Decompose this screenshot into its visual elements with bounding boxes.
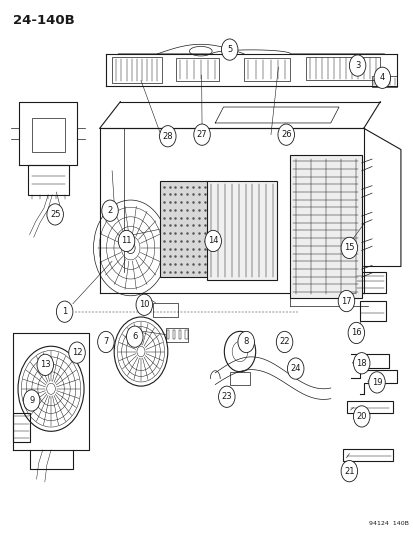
Bar	[347, 401, 392, 413]
Bar	[355, 272, 386, 293]
Circle shape	[349, 55, 365, 76]
Circle shape	[232, 342, 247, 362]
Bar	[166, 330, 169, 340]
Bar	[289, 155, 361, 298]
Circle shape	[126, 242, 135, 254]
Text: 4: 4	[379, 73, 384, 82]
Bar	[359, 301, 386, 321]
Circle shape	[218, 386, 235, 407]
Circle shape	[23, 390, 40, 411]
Text: 23: 23	[221, 392, 232, 401]
Circle shape	[114, 317, 167, 386]
Bar	[172, 330, 175, 340]
Bar	[176, 58, 219, 82]
Text: 12: 12	[71, 348, 82, 357]
Text: 7: 7	[103, 337, 108, 346]
Circle shape	[340, 461, 357, 482]
Text: 2: 2	[107, 206, 112, 215]
Circle shape	[37, 354, 53, 375]
Bar	[371, 76, 396, 87]
Circle shape	[47, 204, 63, 225]
Circle shape	[368, 372, 385, 393]
Circle shape	[277, 124, 294, 146]
Bar	[185, 330, 187, 340]
Text: 3: 3	[354, 61, 359, 70]
Text: 24: 24	[290, 364, 300, 373]
Text: 24-140B: 24-140B	[13, 14, 75, 27]
Circle shape	[224, 332, 255, 372]
Circle shape	[204, 230, 221, 252]
Text: 11: 11	[121, 237, 131, 246]
Circle shape	[136, 294, 152, 316]
Circle shape	[353, 406, 369, 427]
Bar	[112, 56, 161, 83]
Text: 15: 15	[343, 244, 354, 253]
Bar	[244, 58, 289, 82]
Circle shape	[69, 342, 85, 364]
Circle shape	[118, 230, 135, 252]
Bar	[206, 181, 276, 280]
Bar	[305, 56, 380, 80]
Text: 19: 19	[371, 378, 381, 387]
Bar	[165, 328, 188, 342]
Circle shape	[97, 332, 114, 353]
Circle shape	[159, 126, 176, 147]
Bar	[13, 413, 30, 442]
Bar	[178, 330, 181, 340]
Text: 10: 10	[139, 300, 149, 309]
Circle shape	[221, 39, 237, 60]
Text: 9: 9	[29, 396, 34, 405]
Circle shape	[337, 290, 354, 312]
Text: 22: 22	[279, 337, 289, 346]
Text: 20: 20	[356, 412, 366, 421]
Text: 6: 6	[132, 332, 137, 341]
Text: 28: 28	[162, 132, 173, 141]
Bar	[342, 449, 392, 461]
Text: 5: 5	[226, 45, 232, 54]
Text: 26: 26	[280, 130, 291, 139]
Text: 25: 25	[50, 210, 60, 219]
Circle shape	[275, 332, 292, 353]
Circle shape	[137, 346, 145, 357]
Circle shape	[193, 124, 210, 146]
Circle shape	[287, 358, 303, 379]
Text: 16: 16	[350, 328, 361, 337]
Text: 21: 21	[343, 467, 354, 475]
Bar	[31, 118, 64, 152]
Text: 27: 27	[196, 130, 207, 139]
Bar	[229, 372, 250, 385]
Circle shape	[347, 322, 364, 344]
Circle shape	[47, 383, 55, 394]
Circle shape	[18, 346, 84, 431]
Text: 1: 1	[62, 307, 67, 316]
Text: 14: 14	[207, 237, 218, 246]
Text: 17: 17	[340, 296, 351, 305]
Circle shape	[373, 67, 390, 88]
Circle shape	[340, 237, 357, 259]
Bar	[153, 303, 178, 317]
Circle shape	[56, 301, 73, 322]
Circle shape	[102, 200, 118, 221]
Bar	[159, 181, 209, 277]
Bar	[27, 165, 69, 195]
Text: 13: 13	[40, 360, 50, 369]
Text: 94124  140B: 94124 140B	[368, 521, 408, 526]
Circle shape	[353, 353, 369, 374]
Text: 8: 8	[243, 337, 248, 346]
Circle shape	[126, 326, 143, 348]
Circle shape	[237, 332, 254, 353]
Text: 18: 18	[356, 359, 366, 368]
